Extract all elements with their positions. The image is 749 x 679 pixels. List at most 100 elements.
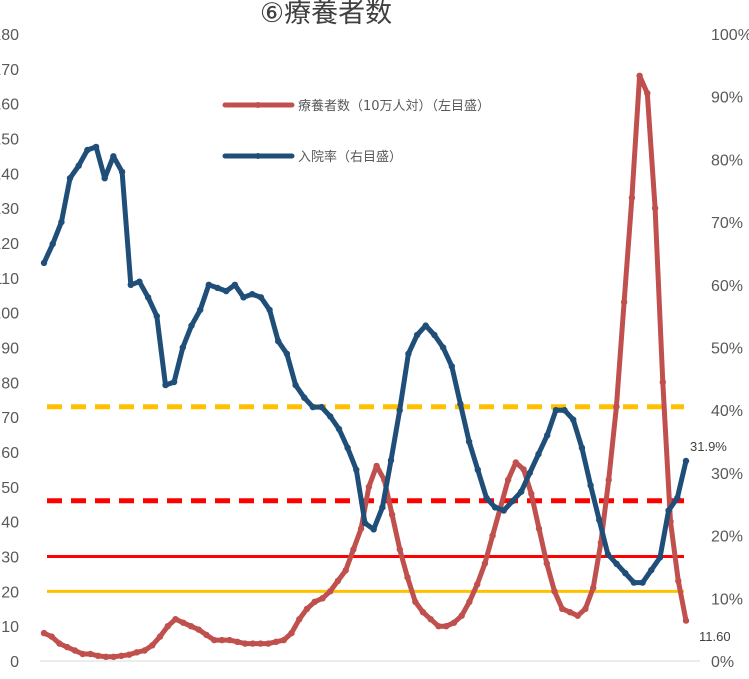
data-point-1 [205,281,212,288]
series-group [40,72,690,660]
data-point-1 [58,218,65,226]
data-point-1 [275,338,282,345]
data-point-0 [559,605,566,612]
data-point-1 [136,278,143,285]
data-point-1 [266,306,273,314]
data-point-1 [518,488,525,495]
data-point-1 [422,322,429,329]
y-tick-left: 30 [1,550,19,567]
data-point-1 [570,416,577,423]
y-tick-left: 80 [1,375,19,392]
data-point-1 [327,413,334,420]
y-tick-right: 80% [711,152,743,169]
data-point-0 [249,640,256,647]
data-point-0 [357,525,365,532]
data-point-0 [125,651,133,658]
data-point-0 [118,652,125,659]
data-point-1 [153,312,160,320]
data-point-0 [419,609,427,616]
y-tick-left: 0 [10,654,19,671]
data-point-1 [170,378,178,386]
data-point-1 [578,444,586,451]
data-point-1 [118,168,126,176]
data-point-0 [156,633,164,640]
data-point-1 [66,175,74,182]
data-point-0 [504,476,512,484]
data-point-1 [110,153,117,160]
data-point-1 [544,432,551,439]
legend-label-1: 入院率（右目盛） [298,149,402,165]
data-point-0 [628,194,636,201]
data-point-1 [457,400,464,408]
data-point-1 [257,294,265,301]
y-tick-left: 20 [1,584,19,601]
y-tick-left: 170 [0,62,19,79]
data-point-1 [75,162,82,169]
data-point-1 [231,281,239,288]
data-point-0 [311,598,318,605]
data-point-0 [651,205,659,212]
data-point-0 [528,490,535,497]
y-tick-right: 10% [711,591,743,608]
y-tick-right: 100% [711,27,749,44]
data-point-1 [552,407,560,414]
y-tick-left: 100 [0,306,19,323]
data-point-0 [551,588,558,595]
data-point-1 [101,175,108,182]
y-tick-right: 70% [711,215,743,232]
data-point-1 [622,570,629,577]
y-axis-left: 0 10 20 30 40 50 60 70 80 90 100 110 120 130 140 150 160… [0,27,19,671]
data-point-1 [405,350,412,357]
y-tick-left: 60 [1,445,19,462]
data-point-0 [574,612,581,619]
data-point-1 [162,381,169,389]
data-point-1 [535,450,542,458]
data-point-1 [509,497,516,505]
data-point-0 [682,617,690,624]
data-point-0 [412,598,419,605]
y-tick-right: 60% [711,278,743,295]
y-tick-right: 50% [711,341,743,358]
data-point-0 [303,605,311,612]
data-point-0 [466,598,473,605]
data-point-0 [79,650,86,658]
data-point-0 [226,636,233,644]
data-point-0 [63,643,71,651]
data-point-1 [223,287,230,295]
data-point-0 [427,616,434,623]
y-tick-left: 50 [1,480,19,497]
data-point-1 [40,259,48,267]
data-point-0 [56,640,63,647]
data-point-1 [370,526,377,533]
data-point-1 [491,504,499,511]
data-point-1 [335,425,343,433]
data-point-1 [301,394,308,401]
y-tick-right: 20% [711,529,743,546]
legend-marker-0 [255,102,261,108]
data-point-1 [561,407,568,414]
data-point-1 [465,438,473,445]
data-point-0 [620,299,628,306]
data-point-1 [197,306,204,314]
data-point-1 [613,560,620,567]
data-point-0 [365,483,373,490]
data-point-1 [526,469,533,477]
y-tick-right: 0% [711,654,734,671]
data-point-1 [648,566,655,574]
data-point-0 [234,638,241,645]
data-point-0 [659,379,666,386]
data-point-0 [48,633,55,640]
y-tick-left: 180 [0,27,19,44]
data-point-1 [413,331,421,339]
data-point-0 [195,626,202,633]
y-tick-left: 40 [1,515,19,532]
y-tick-left: 130 [0,201,19,218]
data-point-0 [241,640,249,647]
data-point-0 [535,525,543,532]
data-point-1 [396,407,403,414]
data-point-1 [283,350,291,357]
data-point-1 [144,294,152,301]
y-tick-left: 150 [0,132,19,149]
y-tick-right: 90% [711,90,743,107]
data-point-1 [500,507,507,514]
